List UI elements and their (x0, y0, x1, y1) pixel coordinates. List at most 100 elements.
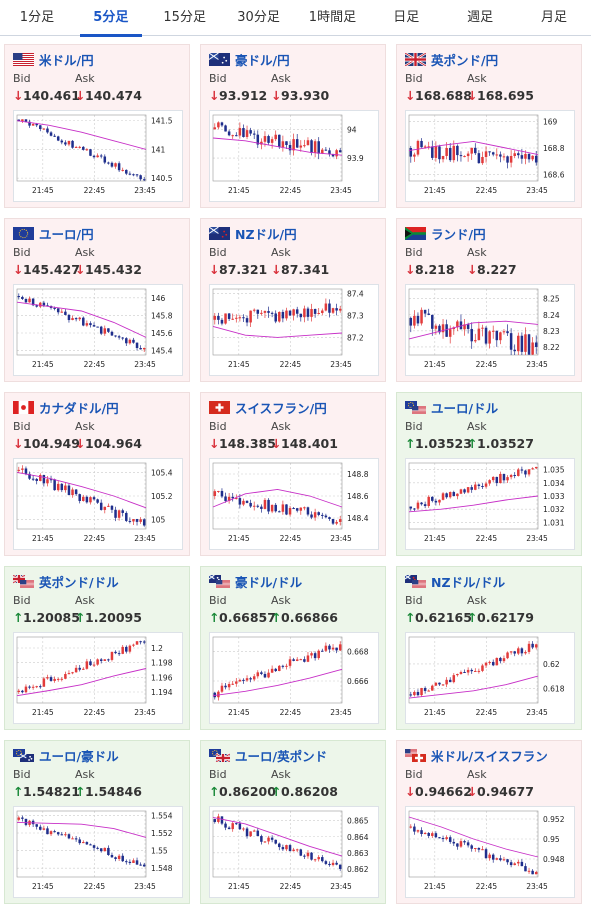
rate-card[interactable]: ユーロ/英ポンド Bid Ask ↑0.86200 ↑0.86208 0.865 0.864… (200, 740, 386, 904)
candle (517, 335, 520, 352)
candle (42, 828, 46, 830)
y-tick-label: 169 (543, 118, 558, 127)
plot-frame (212, 636, 343, 704)
candle (110, 505, 114, 510)
tab-2[interactable]: 5分足 (74, 0, 148, 37)
tab-1[interactable]: 1分足 (19, 10, 55, 25)
rate-card[interactable]: スイスフラン/円 Bid Ask ↓148.385 ↓148.401 148.8 148.6… (200, 392, 386, 556)
pair-name-link[interactable]: ユーロ/豪ドル (39, 749, 119, 764)
flag-icon (209, 749, 230, 762)
rate-card[interactable]: ユーロ/豪ドル Bid Ask ↑1.54821 ↑1.54846 1.554 1.552 1… (4, 740, 190, 904)
candle (466, 324, 470, 329)
candle (459, 841, 463, 847)
rate-card[interactable]: 豪ドル/ドル Bid Ask ↑0.66857 ↑0.66866 0.668 0.666 21… (200, 566, 386, 730)
price-chart[interactable]: 169 168.8 168.6 21:45 22:45 23:45 (405, 110, 575, 202)
tab-7[interactable]: 週足 (467, 10, 494, 25)
candle (438, 499, 441, 503)
rate-card[interactable]: 英ポンド/ドル Bid Ask ↑1.20085 ↑1.20095 1.2 1.198 1.1… (4, 566, 190, 730)
ask-label: Ask (271, 246, 291, 259)
candle (328, 517, 331, 519)
candlestick-chart: 0.952 0.95 0.948 21:45 22:45 23:45 (408, 810, 565, 891)
candle (242, 128, 245, 137)
candle (459, 671, 463, 674)
candle (409, 826, 413, 828)
candle (285, 845, 288, 850)
rate-card[interactable]: ユーロ/ドル Bid Ask ↑1.03523 ↑1.03527 1.035 1.034 1.… (396, 392, 582, 556)
tab-4[interactable]: 30分足 (237, 10, 280, 25)
rate-card[interactable]: 米ドル/スイスフラン Bid Ask ↓0.94662 ↓0.94677 0.952 0.9… (396, 740, 582, 904)
candle (313, 653, 317, 659)
candle (46, 828, 49, 835)
candle (313, 859, 317, 861)
pair-name-link[interactable]: カナダドル/円 (39, 401, 119, 416)
tab-8[interactable]: 月足 (541, 10, 568, 25)
pair-name-link[interactable]: 米ドル/円 (39, 53, 94, 68)
price-chart[interactable]: 94 93.9 21:45 22:45 23:45 (209, 110, 379, 202)
pair-name-link[interactable]: 英ポンド/円 (431, 53, 499, 68)
y-tick-label: 8.22 (543, 343, 560, 352)
rate-card[interactable]: NZドル/円 Bid Ask ↓87.321 ↓87.341 87.4 87.3 87.2 21… (200, 218, 386, 382)
tab-5[interactable]: 1時間足 (308, 10, 357, 25)
price-chart[interactable]: 146 145.8 145.6 145.4 21:45 22:45 23:45 (13, 284, 183, 376)
candle (238, 823, 242, 830)
candle (513, 651, 516, 654)
pair-name-link[interactable]: 英ポンド/ドル (39, 575, 119, 590)
price-chart[interactable]: 1.554 1.552 1.55 1.548 21:45 22:45 23:45 (13, 806, 183, 898)
flag-icon (13, 749, 34, 762)
candle (263, 311, 267, 313)
candle (495, 330, 499, 341)
price-chart[interactable]: 8.25 8.24 8.23 8.22 21:45 22:45 23:45 (405, 284, 575, 376)
pair-name-link[interactable]: 米ドル/スイスフラン (431, 749, 548, 764)
candle (274, 134, 277, 140)
pair-name-link[interactable]: スイスフラン/円 (235, 401, 327, 416)
rate-card[interactable]: 豪ドル/円 Bid Ask ↓93.912 ↓93.930 94 93.9 21:45 22:4… (200, 44, 386, 208)
price-chart[interactable]: 141.5 141 140.5 21:45 22:45 23:45 (13, 110, 183, 202)
price-chart[interactable]: 0.62 0.618 21:45 22:45 23:45 (405, 632, 575, 724)
rate-card[interactable]: ランド/円 Bid Ask ↓8.218 ↓8.227 8.25 8.24 8.23 8.22 2… (396, 218, 582, 382)
candle (235, 823, 238, 825)
candle (524, 334, 527, 352)
y-tick-label: 145.8 (151, 311, 173, 320)
rate-card[interactable]: 英ポンド/円 Bid Ask ↓168.688 ↓168.695 169 168.8 168.… (396, 44, 582, 208)
price-chart[interactable]: 148.8 148.6 148.4 21:45 22:45 23:45 (209, 458, 379, 550)
candle (85, 842, 89, 845)
pair-name-link[interactable]: ユーロ/円 (39, 227, 94, 242)
price-chart[interactable]: 87.4 87.3 87.2 21:45 22:45 23:45 (209, 284, 379, 376)
ask-label: Ask (271, 72, 291, 85)
rate-card[interactable]: NZドル/ドル Bid Ask ↑0.62165 ↑0.62179 0.62 0.618 21… (396, 566, 582, 730)
pair-name-link[interactable]: NZドル/円 (235, 227, 297, 242)
candle (114, 335, 117, 337)
price-chart[interactable]: 1.035 1.034 1.033 1.032 1.031 21:45 22:45 23:45 (405, 458, 575, 550)
candle (85, 323, 89, 326)
rate-card[interactable]: ユーロ/円 Bid Ask ↓145.427 ↓145.432 146 145.8 145.6… (4, 218, 190, 382)
tab-3[interactable]: 15分足 (163, 10, 206, 25)
rate-card[interactable]: カナダドル/円 Bid Ask ↓104.949 ↓104.964 105.4 105.2 1… (4, 392, 190, 556)
pair-name-link[interactable]: 豪ドル/ドル (235, 575, 303, 590)
price-chart[interactable]: 105.4 105.2 105 21:45 22:45 23:45 (13, 458, 183, 550)
x-tick-label: 23:45 (134, 708, 156, 717)
x-tick-label: 21:45 (228, 708, 250, 717)
candle (39, 474, 42, 481)
candle (310, 308, 313, 317)
tab-6[interactable]: 日足 (393, 10, 420, 25)
pair-name-link[interactable]: 豪ドル/円 (235, 53, 290, 68)
pair-name-link[interactable]: ユーロ/ドル (431, 401, 499, 416)
price-chart[interactable]: 0.668 0.666 21:45 22:45 23:45 (209, 632, 379, 724)
candle (313, 512, 317, 518)
y-tick-label: 1.2 (151, 644, 163, 653)
pair-name-link[interactable]: NZドル/ドル (431, 575, 506, 590)
bid-value: ↑1.54821 (13, 784, 80, 799)
pair-name-link[interactable]: ユーロ/英ポンド (235, 749, 328, 764)
candle (477, 484, 481, 487)
rate-card[interactable]: 米ドル/円 Bid Ask ↓140.461 ↓140.474 141.5 141 140.5… (4, 44, 190, 208)
x-tick-label: 21:45 (424, 882, 446, 891)
price-chart[interactable]: 0.952 0.95 0.948 21:45 22:45 23:45 (405, 806, 575, 898)
ask-value: ↑1.20095 (75, 610, 142, 625)
price-chart[interactable]: 0.865 0.864 0.863 0.862 21:45 22:45 23:45 (209, 806, 379, 898)
x-tick-label: 22:45 (476, 534, 498, 543)
price-chart[interactable]: 1.2 1.198 1.196 1.194 21:45 22:45 23:45 (13, 632, 183, 724)
candle (46, 677, 49, 679)
candle (331, 518, 335, 524)
x-tick-label: 23:45 (134, 534, 156, 543)
pair-name-link[interactable]: ランド/円 (431, 227, 486, 242)
